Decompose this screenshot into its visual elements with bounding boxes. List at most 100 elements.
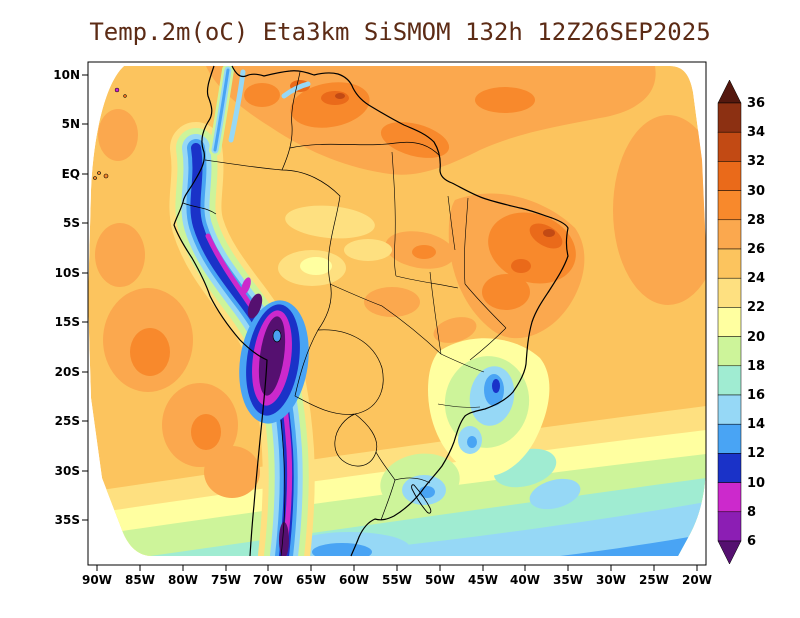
field-blob (290, 82, 370, 128)
y-tick-label: 15S (55, 315, 80, 329)
field-blob (380, 122, 450, 158)
field-blob (285, 205, 375, 239)
field-blob (312, 543, 372, 556)
field-blob (529, 478, 581, 510)
colorbar-segment (717, 511, 742, 542)
field-blob (335, 93, 345, 99)
colorbar-segment (717, 336, 742, 367)
island-dot (103, 173, 109, 179)
field-blob (321, 91, 349, 105)
island-dot (93, 176, 97, 180)
island-dot (97, 171, 101, 175)
field-blob (492, 379, 500, 393)
colorbar-segment (717, 277, 742, 308)
x-tick-label: 30W (596, 573, 626, 587)
state-borders (329, 151, 507, 408)
x-tick-label: 80W (168, 573, 198, 587)
colorbar-label: 28 (747, 213, 765, 228)
field-blob (204, 446, 260, 498)
field-band-lightblue (300, 502, 706, 556)
field-blob (344, 239, 392, 261)
colorbar-label: 6 (747, 534, 756, 549)
field-blob (412, 245, 436, 259)
field-blob (95, 223, 145, 287)
colorbar-label: 34 (747, 125, 765, 140)
x-tick-label: 25W (639, 573, 669, 587)
colorbar-segment (717, 131, 742, 162)
colorbar-segment (717, 161, 742, 191)
x-tick-label: 65W (296, 573, 326, 587)
y-tick-label: 35S (55, 513, 80, 527)
y-tick-label: 5S (63, 216, 80, 230)
x-tick-label: 20W (682, 573, 712, 587)
chart-title: Temp.2m(oC) Eta3km SiSMOM 132h 12Z26SEP2… (89, 18, 710, 46)
island-dot (114, 87, 120, 93)
field-blob (300, 257, 332, 275)
field-blob (364, 287, 420, 317)
colorbar-segment (717, 102, 742, 133)
x-tick-label: 40W (510, 573, 540, 587)
y-tick-label: 10N (53, 68, 80, 82)
field-blob (613, 115, 706, 305)
y-tick-label: 5N (62, 117, 80, 131)
colorbar-segment (717, 248, 742, 279)
colorbar-bottom-cap (717, 540, 742, 565)
x-axis-ticks (96, 565, 698, 571)
x-tick-label: 45W (468, 573, 498, 587)
colorbar-label: 14 (747, 417, 765, 432)
x-tick-label: 75W (211, 573, 241, 587)
x-tick-label: 35W (553, 573, 583, 587)
colorbar-label: 32 (747, 154, 765, 169)
colorbar-label: 18 (747, 359, 765, 374)
colorbar-label: 8 (747, 505, 756, 520)
field-blob (543, 229, 555, 237)
x-tick-label: 50W (425, 573, 455, 587)
field-blob (241, 277, 251, 295)
colorbar-top-cap (717, 79, 742, 104)
cordillera-band (228, 69, 246, 143)
colorbar-label: 16 (747, 388, 765, 403)
colorbar-segment (717, 190, 742, 221)
coastline-east (231, 65, 569, 557)
colorbar-segment (717, 307, 742, 337)
field-blob (467, 436, 477, 448)
colorbar-segment (717, 482, 742, 513)
coastline-west (173, 65, 268, 557)
lagoon-outline (411, 484, 432, 514)
y-axis-ticks (82, 74, 88, 521)
temperature-field (88, 66, 706, 556)
x-tick-label: 60W (339, 573, 369, 587)
y-tick-label: 20S (55, 365, 80, 379)
field-blob (475, 87, 535, 113)
small-islands (93, 87, 282, 343)
y-tick-label: 10S (55, 266, 80, 280)
colorbar-segment (717, 394, 742, 425)
colorbar-label: 10 (747, 476, 765, 491)
colorbar-segment (717, 453, 742, 483)
field-blob (511, 259, 531, 273)
field-blob (191, 414, 221, 450)
lake-titicaca (272, 329, 282, 343)
x-tick-label: 70W (253, 573, 283, 587)
x-tick-label: 90W (82, 573, 112, 587)
field-blob (433, 317, 477, 343)
field-band-blue (560, 534, 706, 556)
colorbar-label: 20 (747, 330, 765, 345)
colorbar-label: 24 (747, 271, 765, 286)
country-borders (182, 71, 441, 557)
cordillera-band (213, 68, 230, 152)
y-tick-label: EQ (62, 167, 80, 181)
field-blob (482, 274, 530, 310)
x-tick-label: 85W (125, 573, 155, 587)
field-blob (98, 109, 138, 161)
y-tick-label: 25S (55, 414, 80, 428)
colorbar: 36 34 32 30 28 26 24 22 20 18 16 14 12 1… (717, 79, 765, 565)
colorbar-label: 36 (747, 96, 765, 111)
field-blob (279, 522, 289, 556)
y-tick-label: 30S (55, 464, 80, 478)
field-blob (244, 83, 280, 107)
colorbar-segment (717, 423, 742, 454)
colorbar-segment (717, 219, 742, 250)
colorbar-label: 22 (747, 300, 765, 315)
